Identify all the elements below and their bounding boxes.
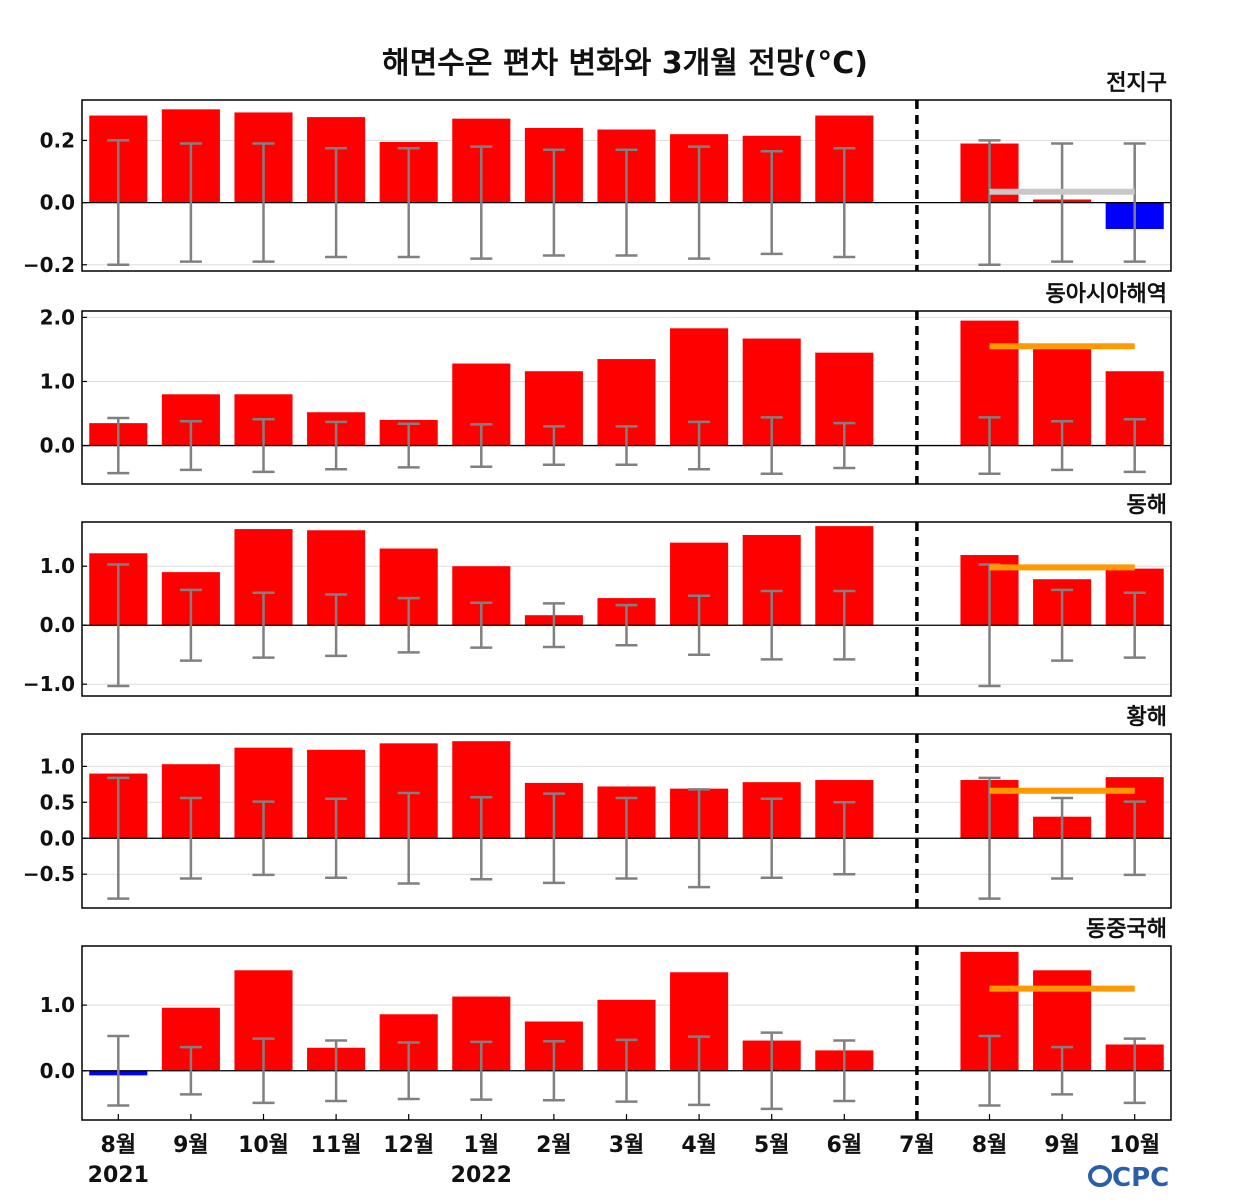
ytick-label: −1.0 — [23, 672, 75, 696]
chart-title: 해면수온 편차 변화와 3개월 전망(°C) — [382, 46, 868, 81]
panel-title: 전지구 — [1106, 71, 1167, 96]
month-label: 1월 — [464, 1133, 500, 1158]
year-label: 2022 — [451, 1163, 512, 1188]
ytick-label: 2.0 — [40, 305, 75, 329]
month-label: 10월 — [238, 1133, 289, 1158]
ytick-label: −0.2 — [23, 253, 75, 277]
panel-title: 동해 — [1127, 493, 1167, 518]
cpc-logo: CPC — [1088, 1163, 1169, 1192]
month-label: 10월 — [1109, 1133, 1160, 1158]
panel-title: 황해 — [1127, 705, 1167, 730]
month-label: 2월 — [536, 1133, 572, 1158]
ytick-label: 0.0 — [40, 1059, 75, 1083]
ytick-label: 0.2 — [40, 128, 75, 152]
ytick-label: 0.0 — [40, 826, 75, 850]
ytick-label: 1.0 — [40, 754, 75, 778]
month-label: 8월 — [972, 1133, 1008, 1158]
month-label: 12월 — [383, 1133, 434, 1158]
month-label: 3월 — [609, 1133, 645, 1158]
panel-frame — [81, 733, 1172, 909]
month-label: 6월 — [827, 1133, 863, 1158]
ytick-label: 1.0 — [40, 993, 75, 1017]
logo-ring-icon — [1088, 1165, 1112, 1187]
year-label: 2021 — [88, 1163, 149, 1188]
month-label: 8월 — [101, 1133, 137, 1158]
ytick-label: −0.5 — [23, 862, 75, 886]
month-label: 9월 — [173, 1133, 209, 1158]
panel-frame — [81, 521, 1172, 697]
month-label: 9월 — [1044, 1133, 1080, 1158]
logo-text: CPC — [1112, 1163, 1169, 1192]
month-label: 7월 — [899, 1133, 935, 1158]
panel-title: 동아시아해역 — [1046, 282, 1167, 307]
panel-frame — [81, 99, 1172, 272]
panel-title: 동중국해 — [1086, 917, 1167, 942]
ytick-label: 0.5 — [40, 790, 75, 814]
panel-frame — [81, 310, 1172, 485]
month-label: 11월 — [311, 1133, 362, 1158]
month-label: 4월 — [681, 1133, 717, 1158]
ytick-label: 0.0 — [40, 434, 75, 458]
month-label: 5월 — [754, 1133, 790, 1158]
ytick-label: 0.0 — [40, 191, 75, 215]
ytick-label: 0.0 — [40, 613, 75, 637]
ytick-label: 1.0 — [40, 554, 75, 578]
ytick-label: 1.0 — [40, 369, 75, 393]
